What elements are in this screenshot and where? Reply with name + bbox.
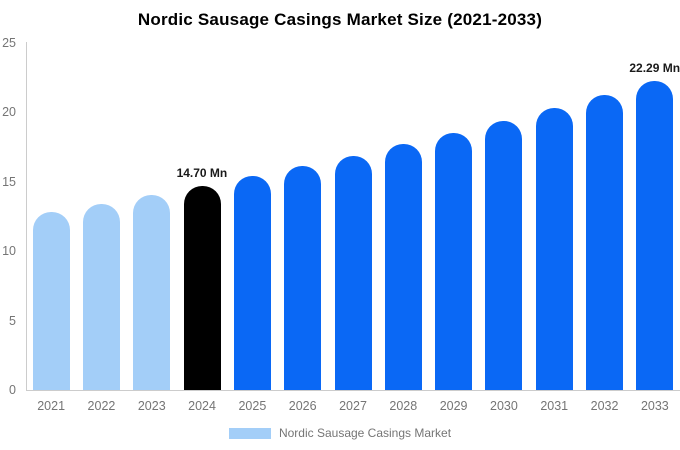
y-axis-label-10: 10: [2, 244, 16, 259]
x-axis-label-2023: 2023: [137, 399, 166, 413]
x-axis-label-2032: 2032: [590, 399, 619, 413]
data-label-2033: 22.29 Mn: [629, 60, 680, 75]
legend-label: Nordic Sausage Casings Market: [278, 426, 452, 440]
y-axis-label-20: 20: [2, 105, 16, 120]
x-axis-label-2021: 2021: [37, 399, 66, 413]
bar-2025[interactable]: [233, 176, 271, 390]
bar-2032[interactable]: [586, 94, 624, 390]
bar-2028[interactable]: [384, 144, 422, 390]
bar-2021[interactable]: [32, 212, 70, 390]
bar-2029[interactable]: [435, 132, 473, 390]
bar-2027[interactable]: [334, 155, 372, 390]
x-axis-label-2022: 2022: [87, 399, 116, 413]
y-axis-line: [26, 42, 27, 390]
legend-swatch: [228, 427, 271, 439]
bar-2022[interactable]: [82, 204, 120, 390]
bar-2024[interactable]: [183, 185, 221, 390]
bar-2033[interactable]: [636, 80, 674, 390]
bar-2030[interactable]: [485, 120, 523, 390]
legend: Nordic Sausage Casings Market: [0, 426, 680, 440]
chart-title: Nordic Sausage Casings Market Size (2021…: [137, 10, 543, 29]
x-axis-label-2026: 2026: [288, 399, 317, 413]
x-axis-label-2028: 2028: [389, 399, 418, 413]
bar-2026[interactable]: [284, 166, 322, 390]
x-axis-label-2033: 2033: [640, 399, 669, 413]
x-axis-label-2025: 2025: [238, 399, 267, 413]
x-axis-label-2031: 2031: [540, 399, 569, 413]
bar-2023[interactable]: [133, 195, 171, 390]
x-axis-label-2029: 2029: [439, 399, 468, 413]
y-axis-label-0: 0: [9, 383, 16, 397]
x-axis-label-2030: 2030: [490, 399, 518, 413]
x-axis-label-2027: 2027: [339, 399, 367, 413]
x-axis-line: [26, 390, 680, 391]
bar-2031[interactable]: [535, 107, 573, 390]
y-axis-label-5: 5: [9, 313, 16, 328]
y-axis-label-25: 25: [2, 36, 16, 50]
data-label-2024: 14.70 Mn: [176, 165, 228, 180]
y-axis-label-15: 15: [2, 174, 16, 189]
x-axis-label-2024: 2024: [188, 399, 216, 413]
